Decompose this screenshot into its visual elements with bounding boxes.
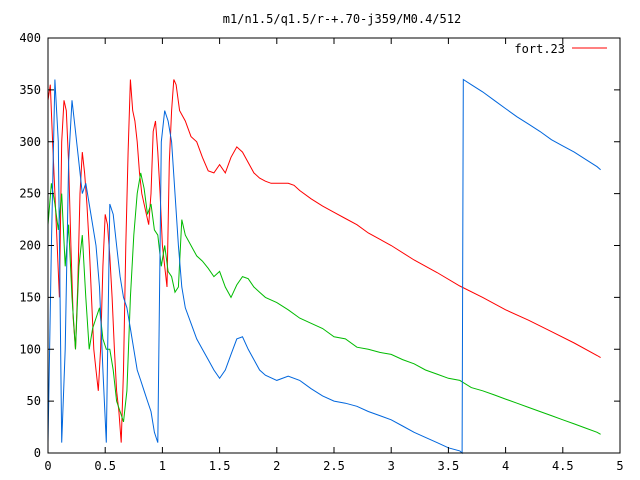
y-tick-label: 0 <box>34 446 41 460</box>
series-3-line <box>47 78 601 455</box>
x-tick-label: 0 <box>44 459 51 473</box>
y-tick-label: 200 <box>19 239 41 253</box>
x-tick-label: 2 <box>273 459 280 473</box>
plot-frame <box>47 37 621 454</box>
legend: fort.23 <box>514 42 607 56</box>
x-tick-label: 3.5 <box>438 459 460 473</box>
y-tick-label: 250 <box>19 187 41 201</box>
y-tick-label: 50 <box>27 394 41 408</box>
series-1-line <box>47 79 601 443</box>
y-tick-label: 400 <box>19 31 41 45</box>
series-2-line <box>47 172 601 435</box>
x-tick-label: 5 <box>616 459 623 473</box>
x-tick-label: 1 <box>159 459 166 473</box>
y-tick-label: 150 <box>19 290 41 304</box>
y-tick-label: 300 <box>19 135 41 149</box>
series-layer <box>47 78 601 455</box>
x-tick-label: 4.5 <box>552 459 574 473</box>
ticks-layer: 0 0.5 1 1.5 2 2.5 3 3.5 4 4.5 50501001502002503003… <box>19 31 623 473</box>
x-tick-label: 2.5 <box>323 459 345 473</box>
y-tick-label: 350 <box>19 83 41 97</box>
x-tick-label: 3 <box>388 459 395 473</box>
y-tick-label: 100 <box>19 342 41 356</box>
x-tick-label: 0.5 <box>94 459 116 473</box>
x-tick-label: 1.5 <box>209 459 231 473</box>
x-tick-label: 4 <box>502 459 509 473</box>
chart-title: m1/n1.5/q1.5/r-+.70-j359/M0.4/512 <box>223 12 461 26</box>
legend-label: fort.23 <box>514 42 565 56</box>
